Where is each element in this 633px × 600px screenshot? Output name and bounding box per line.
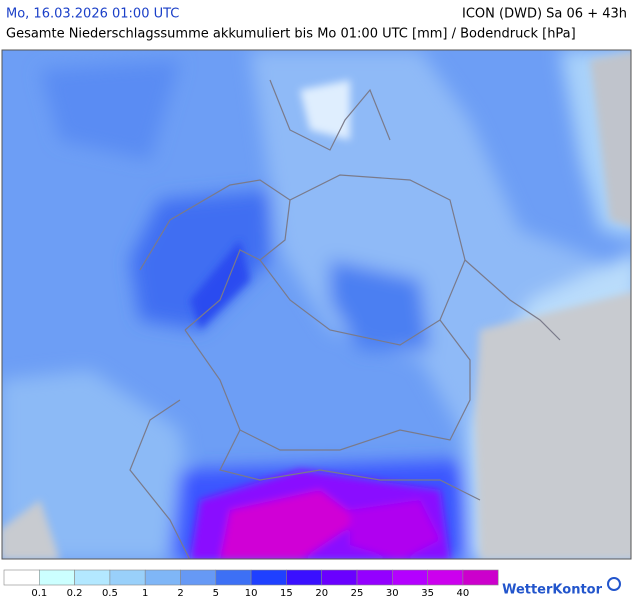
legend-swatch bbox=[356, 569, 393, 586]
legend-swatch bbox=[321, 569, 358, 586]
map-title: Gesamte Niederschlagssumme akkumuliert b… bbox=[6, 27, 576, 42]
legend-label: 15 bbox=[280, 588, 293, 599]
legend-swatch bbox=[38, 569, 75, 586]
map-frame bbox=[1, 49, 632, 560]
logo: WetterKontor bbox=[502, 577, 621, 598]
legend-swatch bbox=[74, 569, 111, 586]
legend-label: 1 bbox=[142, 588, 148, 599]
legend-label: 20 bbox=[315, 588, 328, 599]
legend-label: 2 bbox=[177, 588, 183, 599]
legend-label: 0.1 bbox=[31, 588, 47, 599]
legend-label: 5 bbox=[213, 588, 219, 599]
legend-swatch bbox=[109, 569, 146, 586]
legend-swatch bbox=[180, 569, 217, 586]
precip-map bbox=[2, 50, 631, 559]
legend-swatch bbox=[462, 569, 499, 586]
legend-swatch bbox=[391, 569, 428, 586]
date: Mo, 16.03.2026 01:00 UTC bbox=[6, 7, 179, 22]
legend-label: 0.5 bbox=[102, 588, 118, 599]
legend-label: 10 bbox=[245, 588, 258, 599]
legend-swatch bbox=[215, 569, 252, 586]
logo-text: WetterKontor bbox=[502, 583, 603, 598]
legend-swatch bbox=[3, 569, 40, 586]
legend-swatch bbox=[286, 569, 322, 586]
legend-label: 0.2 bbox=[67, 588, 83, 599]
legend-label: 30 bbox=[386, 588, 399, 599]
legend-label: 35 bbox=[421, 588, 434, 599]
legend-swatch bbox=[250, 569, 287, 586]
legend-label: 25 bbox=[351, 588, 364, 599]
legend-swatch bbox=[144, 569, 181, 586]
legend: 0.1 0.2 0.5 1 2 5 10 15 20 25 30 35 40 bbox=[3, 569, 499, 599]
legend-swatch bbox=[427, 569, 464, 586]
model: ICON (DWD) Sa 06 + 43h bbox=[462, 7, 627, 22]
legend-label: 40 bbox=[457, 588, 470, 599]
